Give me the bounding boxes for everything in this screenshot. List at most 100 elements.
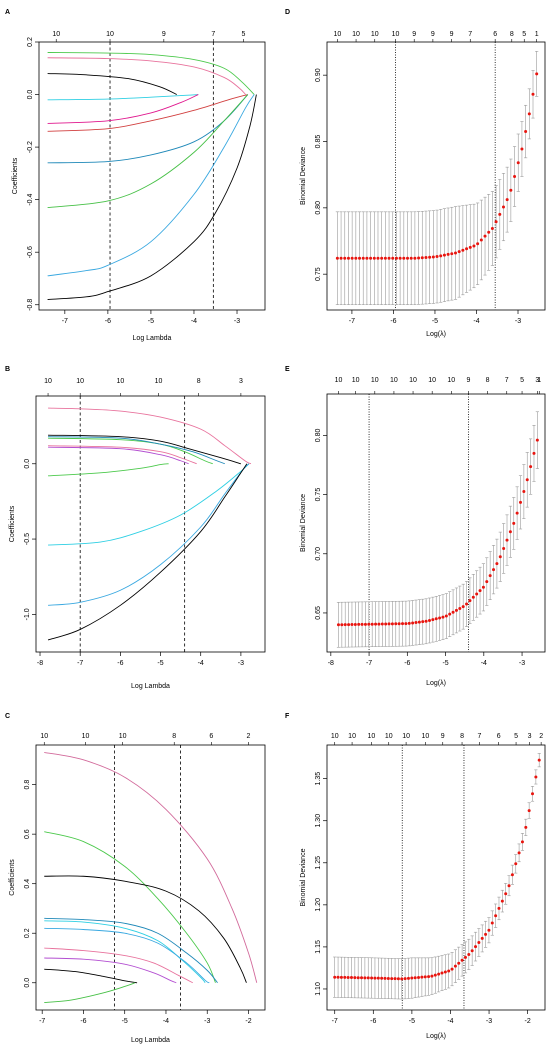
y-tick-label: 0.85 [315,135,322,149]
cv-point [402,256,406,260]
cv-point [369,256,373,260]
coefficient-path [48,463,169,477]
coefficient-path [48,463,250,546]
plot-frame [35,744,266,1011]
coefficient-path [47,463,248,641]
cv-point [417,256,421,260]
cv-point [336,975,340,979]
cv-point [335,256,339,260]
cv-point [463,955,467,959]
cv-point [460,958,464,962]
x-tick-label: -3 [234,318,240,325]
cv-point [527,809,531,813]
top-tick-label: 2 [539,733,543,740]
cv-point [417,620,421,624]
coefficient-path [44,917,218,984]
cv-point [450,967,454,971]
cv-point [428,255,432,259]
x-tick-label: -3 [238,660,244,667]
y-axis-label: Coefficients [9,505,16,542]
coefficient-path [48,436,225,465]
cv-point [524,825,528,829]
x-axis-label: Log Lambda [133,335,172,342]
cv-point [366,976,370,980]
cv-point [360,976,364,980]
y-tick-label: -0.8 [27,299,34,311]
cv-point [397,622,401,626]
cv-point [494,220,498,224]
x-tick-label: -7 [39,1018,45,1025]
cv-point [357,622,361,626]
top-tick-label: 5 [522,31,526,38]
cv-point [383,256,387,260]
cv-point [520,840,524,844]
cv-point [470,949,474,953]
x-tick-label: -2 [245,1018,251,1025]
plot-area [47,396,252,652]
coefficient-path [48,463,250,606]
x-tick-label: -6 [80,1018,86,1025]
panel-b: B -8 -7 -6 -5 -4 -3 -1.0 -0.5 0.0 10 10 10 10 8 3 Log La… [5,366,266,690]
y-tick-label: 1.35 [315,772,322,786]
cv-point [476,242,480,246]
y-tick-label: 1.20 [315,898,322,912]
cv-point [479,238,483,242]
x-tick-label: -5 [409,1018,415,1025]
coefficient-path [44,982,136,1004]
x-tick-label: -5 [148,318,154,325]
cv-point [475,592,479,596]
top-tick-label: 10 [428,377,436,384]
cv-point [529,465,533,469]
cv-point [406,256,410,260]
y-axis-label: Binomial Deviance [300,147,307,205]
cv-point [524,130,528,134]
top-tick-label: 10 [52,31,60,38]
top-tick-label: 10 [385,733,393,740]
cv-point [390,622,394,626]
x-tick-label: -3 [204,1018,210,1025]
x-tick-label: -7 [366,660,372,667]
x-axis-label: Log(λ) [426,1033,446,1040]
top-tick-label: 1 [535,31,539,38]
cv-point [394,622,398,626]
cv-point [534,775,538,779]
coefficient-path [44,968,138,984]
cv-point [387,256,391,260]
cv-point [487,928,491,932]
cv-point [488,574,492,578]
y-tick-label: 1.25 [315,856,322,870]
cv-point [376,256,380,260]
cv-point [525,478,529,482]
y-tick-label: 1.10 [315,982,322,996]
cv-point [494,914,498,918]
top-tick-label: 10 [335,377,343,384]
cv-point [360,622,364,626]
plot-area [333,745,541,1010]
coefficient-path [47,94,249,208]
y-tick-label: 0.80 [315,201,322,215]
cv-point [457,250,461,254]
cv-point [380,256,384,260]
top-tick-label: 8 [510,31,514,38]
x-tick-label: -5 [432,318,438,325]
cv-point [504,892,508,896]
coefficient-path [47,73,177,95]
cv-point [431,255,435,259]
cv-point [535,72,539,76]
y-tick-label: 0.80 [315,429,322,443]
cv-point [522,490,526,494]
cv-point [492,568,496,572]
top-tick-label: 5 [242,31,246,38]
cv-point [373,976,377,980]
cv-point [339,975,343,979]
top-tick-label: 8 [460,733,464,740]
y-tick-label: 1.15 [315,940,322,954]
top-tick-label: 10 [82,733,90,740]
top-tick-label: 6 [209,733,213,740]
cv-point [495,562,499,566]
cv-point [490,226,494,230]
top-tick-label: 10 [371,31,379,38]
plot-frame [326,41,546,311]
cv-point [391,256,395,260]
